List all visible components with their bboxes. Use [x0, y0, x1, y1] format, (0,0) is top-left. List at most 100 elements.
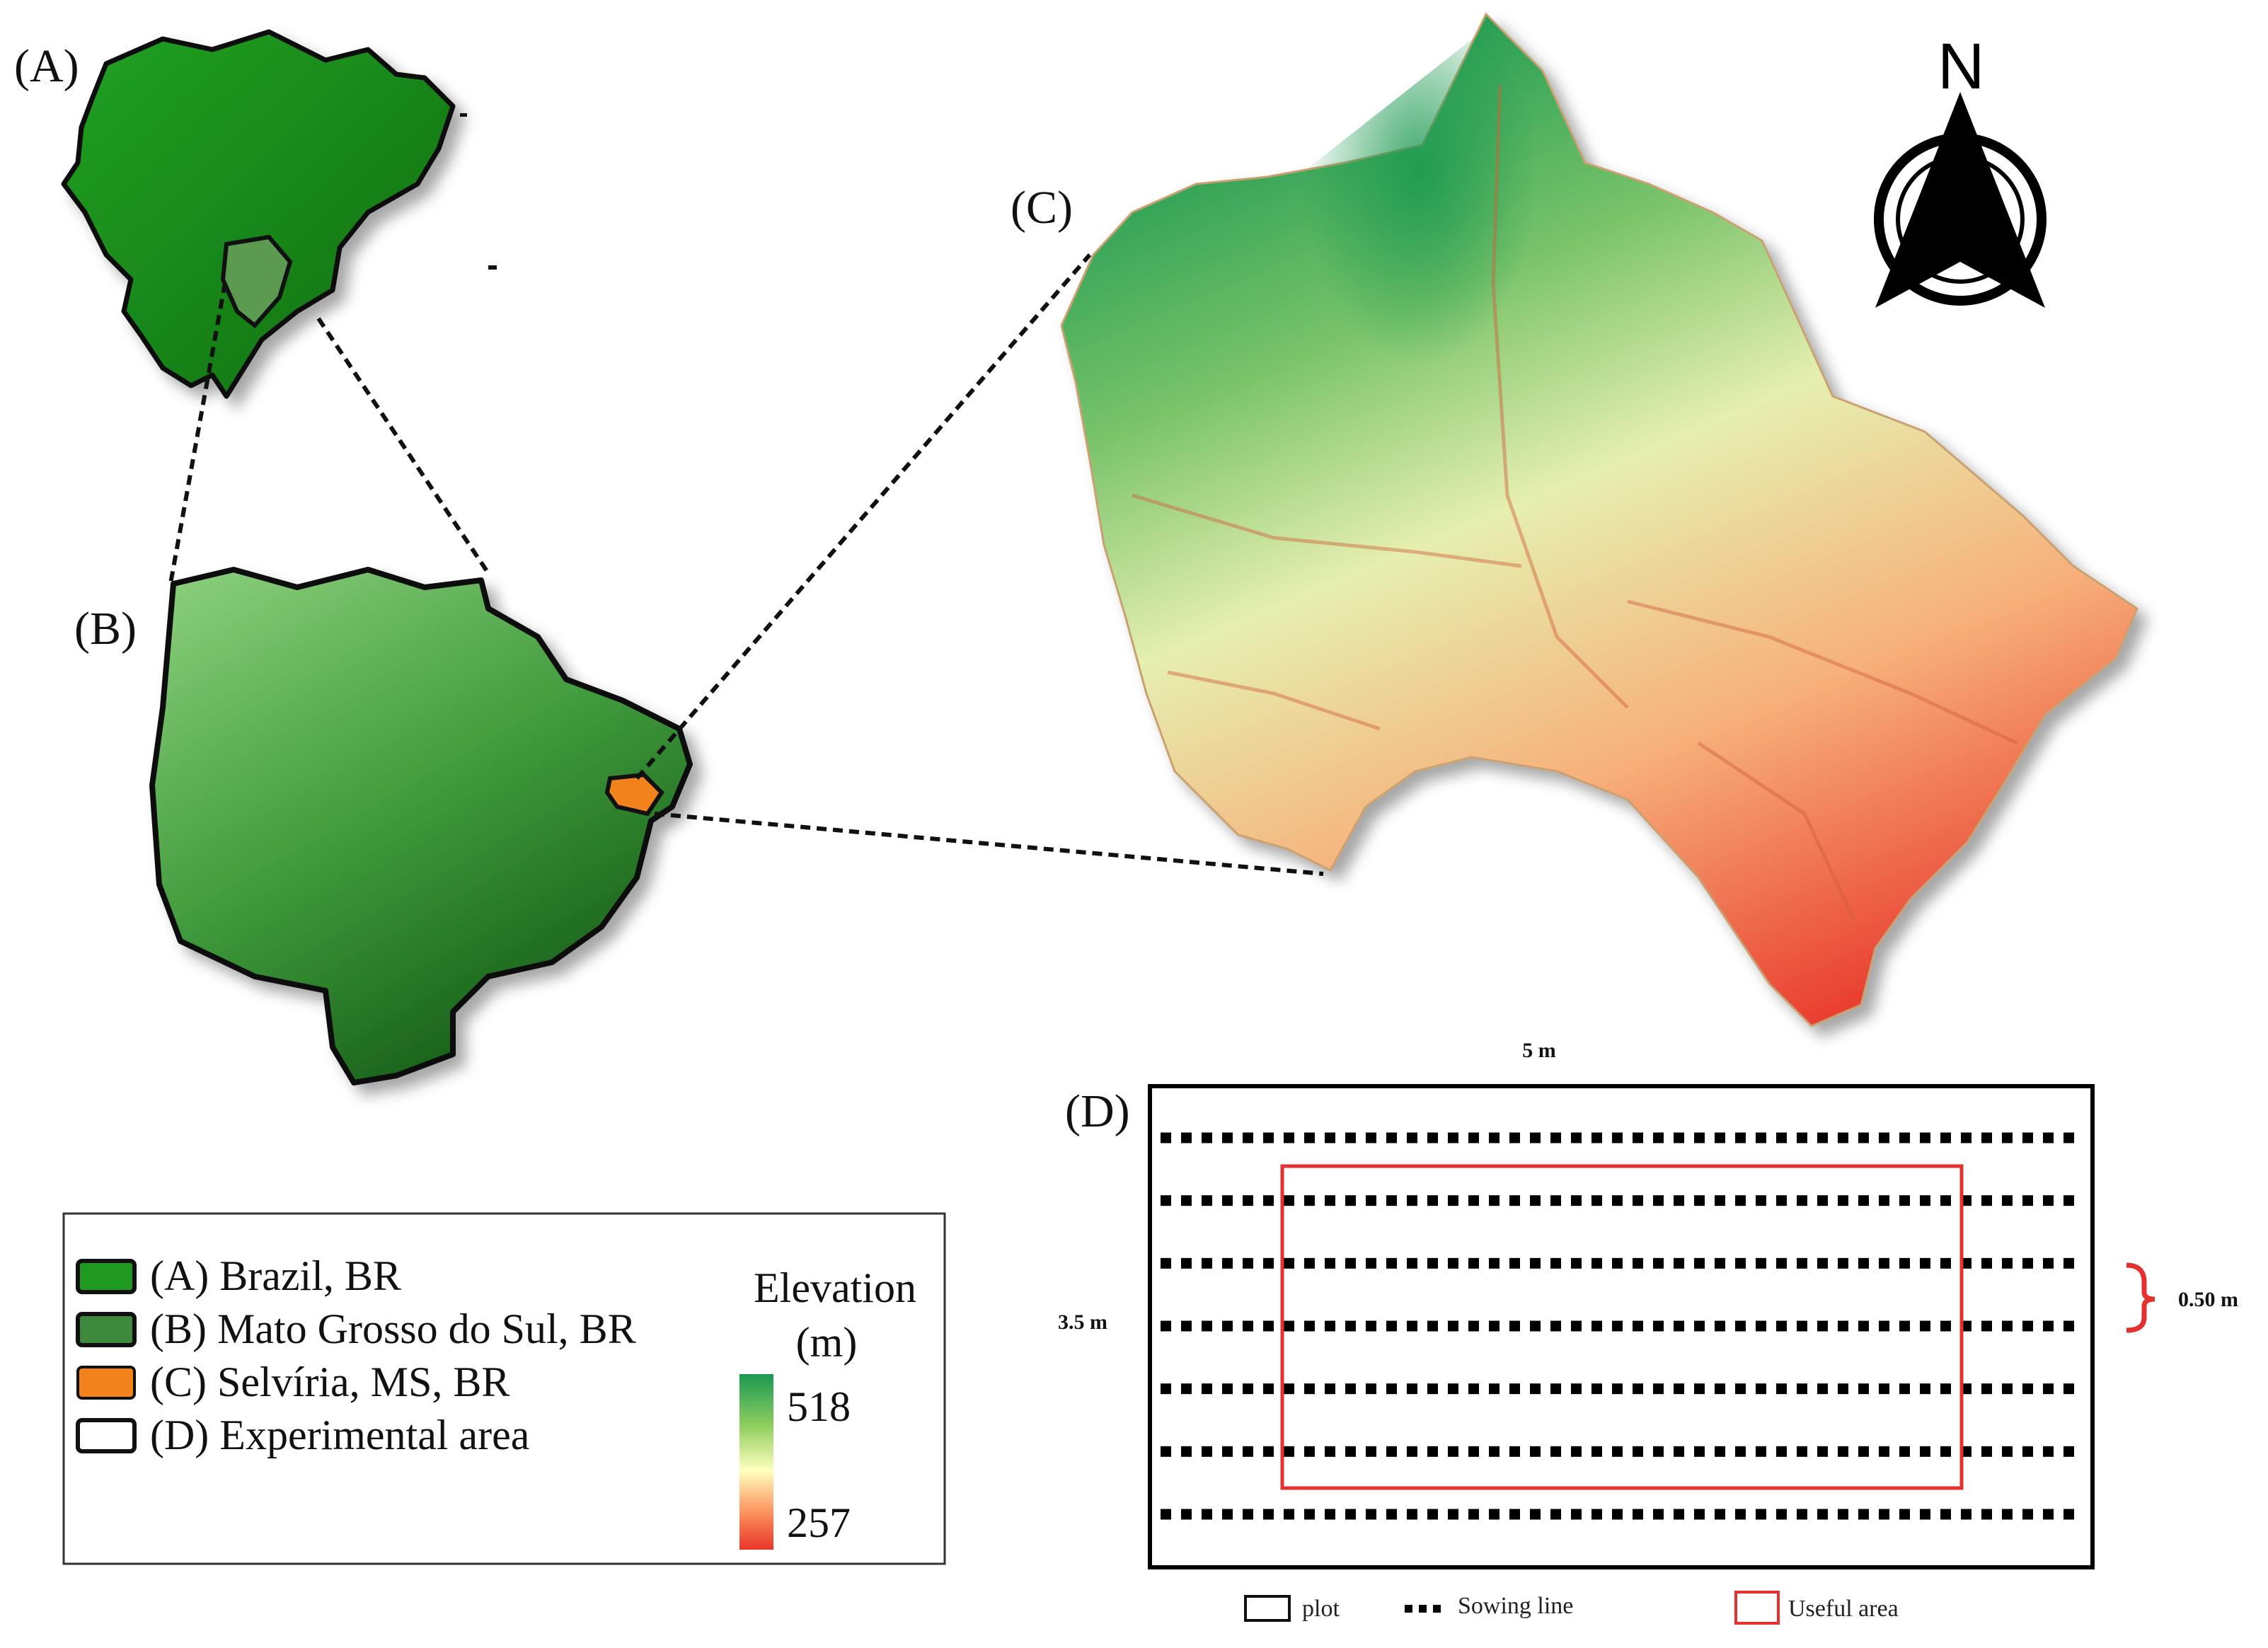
- seed-dot: [1304, 1320, 1315, 1332]
- seed-dot: [2002, 1195, 2013, 1206]
- seed-dot: [1838, 1509, 1848, 1520]
- seed-dot: [1920, 1446, 1930, 1457]
- seed-dot: [1427, 1446, 1438, 1457]
- seed-dot: [1468, 1320, 1479, 1332]
- seed-dot: [1304, 1383, 1315, 1395]
- seed-dot: [1694, 1320, 1705, 1332]
- seed-dot: [1263, 1509, 1274, 1520]
- seed-dot: [1325, 1446, 1335, 1457]
- seed-dot: [1735, 1132, 1746, 1143]
- seed-dot: [1858, 1257, 1869, 1269]
- seed-dot: [1858, 1132, 1869, 1143]
- seed-dot: [1448, 1195, 1458, 1206]
- seed-dot: [1981, 1320, 1992, 1332]
- seed-dot: [1468, 1509, 1479, 1520]
- seed-dot: [1284, 1383, 1294, 1395]
- seed-dot: [1879, 1320, 1889, 1332]
- seed-dot: [2002, 1383, 2013, 1395]
- seed-dot: [1468, 1195, 1479, 1206]
- seed-dot: [1776, 1383, 1787, 1395]
- sowing-line: [1161, 1383, 2074, 1395]
- drainage-line: [1697, 741, 1856, 921]
- seed-dot: [1530, 1132, 1541, 1143]
- seed-dot: [1633, 1132, 1643, 1143]
- drainage-line: [1627, 599, 2018, 745]
- seed-dot: [1776, 1195, 1787, 1206]
- seed-dot: [1817, 1446, 1828, 1457]
- seed-dot: [1981, 1195, 1992, 1206]
- seed-dot: [1366, 1383, 1376, 1395]
- seed-dot: [1325, 1509, 1335, 1520]
- seed-dot: [1571, 1195, 1582, 1206]
- seed-dot: [1756, 1446, 1766, 1457]
- seed-dot: [1325, 1132, 1335, 1143]
- seed-dot: [1899, 1132, 1910, 1143]
- seed-dot: [1838, 1257, 1848, 1269]
- connector-line: [168, 282, 227, 588]
- sowing-lines: [1161, 1132, 2074, 1520]
- seed-dot: [2063, 1320, 2074, 1332]
- seed-dot: [1735, 1383, 1746, 1395]
- seed-dot: [1366, 1509, 1376, 1520]
- seed-dot: [1633, 1383, 1643, 1395]
- sowing-legend-dot: [1405, 1605, 1412, 1613]
- seed-dot: [1674, 1132, 1684, 1143]
- seed-dot: [1694, 1383, 1705, 1395]
- seed-dot: [1940, 1446, 1951, 1457]
- seed-dot: [2002, 1509, 2013, 1520]
- seed-dot: [1838, 1383, 1848, 1395]
- seed-dot: [1940, 1132, 1951, 1143]
- seed-dot: [1838, 1132, 1848, 1143]
- seed-dot: [1202, 1257, 1212, 1269]
- seed-dot: [1899, 1509, 1910, 1520]
- seed-dot: [1161, 1195, 1171, 1206]
- seed-dot: [1550, 1320, 1561, 1332]
- sowing-line: [1161, 1509, 2074, 1520]
- seed-dot: [1591, 1257, 1602, 1269]
- seed-dot: [2002, 1132, 2013, 1143]
- seed-dot: [1489, 1446, 1499, 1457]
- seed-dot: [1386, 1446, 1397, 1457]
- seed-dot: [1981, 1509, 1992, 1520]
- seed-dot: [1981, 1383, 1992, 1395]
- seed-dot: [1879, 1383, 1889, 1395]
- seed-dot: [1427, 1509, 1438, 1520]
- seed-dot: [1674, 1509, 1684, 1520]
- seed-dot: [1161, 1132, 1171, 1143]
- seed-dot: [1202, 1195, 1212, 1206]
- seed-dot: [1243, 1132, 1253, 1143]
- seed-dot: [1735, 1195, 1746, 1206]
- seed-dot: [1407, 1320, 1417, 1332]
- seed-dot: [1263, 1132, 1274, 1143]
- seed-dot: [1448, 1132, 1458, 1143]
- drainage-line: [1167, 670, 1381, 731]
- seed-dot: [1243, 1509, 1253, 1520]
- seed-dot: [2043, 1132, 2054, 1143]
- seed-dot: [1427, 1195, 1438, 1206]
- seed-dot: [1653, 1195, 1664, 1206]
- seed-dot: [1181, 1320, 1192, 1332]
- seed-dot: [1550, 1383, 1561, 1395]
- seed-dot: [1715, 1509, 1725, 1520]
- legend-box: [62, 1212, 946, 1565]
- seed-dot: [1776, 1132, 1787, 1143]
- seed-dot: [1202, 1320, 1212, 1332]
- seed-dot: [1304, 1132, 1315, 1143]
- seed-dot: [2022, 1132, 2033, 1143]
- legend-label-experimental: (D) Experimental area: [150, 1412, 529, 1458]
- seed-dot: [1407, 1383, 1417, 1395]
- legend-swatch-experimental: [76, 1418, 137, 1453]
- seed-dot: [1899, 1320, 1910, 1332]
- seed-dot: [2063, 1195, 2074, 1206]
- seed-dot: [1530, 1257, 1541, 1269]
- seed-dot: [1325, 1257, 1335, 1269]
- seed-dot: [1940, 1509, 1951, 1520]
- seed-dot: [1612, 1383, 1623, 1395]
- seed-dot: [1222, 1446, 1233, 1457]
- seed-dot: [1304, 1509, 1315, 1520]
- plot-legend-useful-label: Useful area: [1788, 1596, 1899, 1622]
- seed-dot: [1756, 1132, 1766, 1143]
- seed-dot: [1448, 1383, 1458, 1395]
- elevation-map: (C): [1011, 12, 2139, 1027]
- seed-dot: [1797, 1509, 1807, 1520]
